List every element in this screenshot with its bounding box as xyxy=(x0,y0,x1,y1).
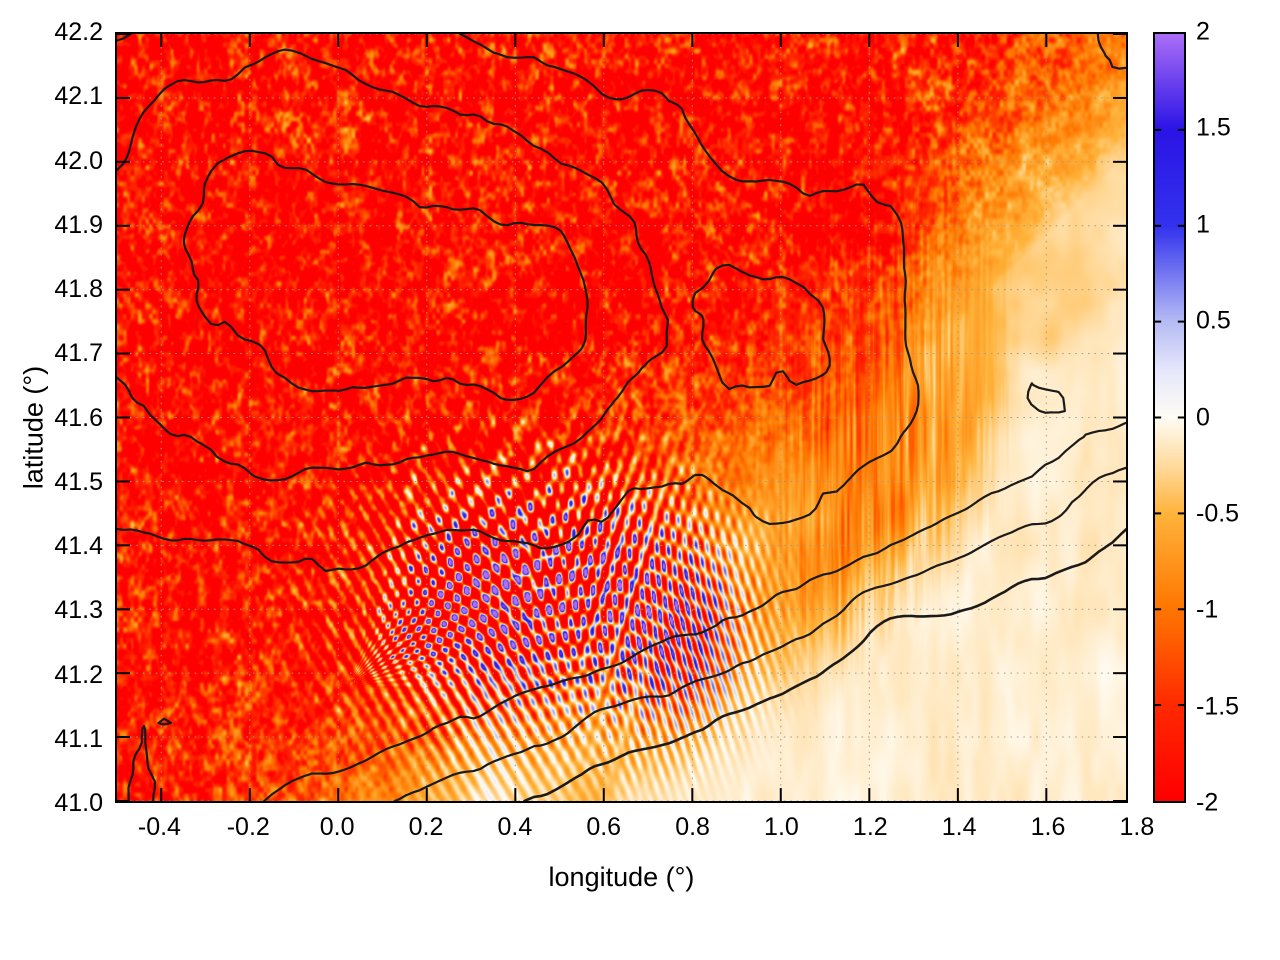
colorbar-tick-label: 1.5 xyxy=(1196,113,1231,142)
x-axis-title: longitude (°) xyxy=(548,862,695,892)
colorbar-tick-marks xyxy=(1155,128,1184,707)
x-tick-label: 1.4 xyxy=(941,813,977,841)
y-tick-label: 41.2 xyxy=(54,660,103,689)
y-tick-label: 42.1 xyxy=(54,82,103,111)
y-tick-label: 41.3 xyxy=(54,596,103,625)
y-tick-label: 41.1 xyxy=(54,724,103,753)
terrain-contour-overlay xyxy=(117,34,1126,801)
colorbar-tick-label: -1.5 xyxy=(1196,692,1240,721)
y-tick-label: 41.8 xyxy=(54,275,103,303)
contour-level xyxy=(117,48,831,482)
contour-level xyxy=(127,34,1126,801)
plot-area xyxy=(115,32,1128,803)
y-tick-label: 41.7 xyxy=(54,339,103,368)
x-tick-label: 0.6 xyxy=(586,813,622,841)
colorbar-tick-label: 0 xyxy=(1196,403,1210,431)
colorbar-tick-label: 1 xyxy=(1196,210,1210,239)
x-tick-label: 0.4 xyxy=(497,813,533,841)
x-tick-label: -0.2 xyxy=(226,813,270,841)
contour-level xyxy=(393,466,1126,801)
y-tick-label: 41.0 xyxy=(54,789,103,817)
colorbar-tick-label: -0.5 xyxy=(1196,499,1240,528)
y-axis-tick-labels: 41.0 41.1 41.2 41.3 41.4 41.5 41.6 41.7 41.8 41.9… xyxy=(0,0,103,960)
contour-level xyxy=(182,149,589,401)
colorbar-tick-label: 0.5 xyxy=(1196,306,1231,335)
colorbar-tick-label: -2 xyxy=(1196,788,1219,817)
y-tick-label: 41.6 xyxy=(54,403,103,432)
x-tick-label: 1.0 xyxy=(764,813,799,841)
colorbar xyxy=(1153,32,1186,803)
colorbar-tick-label: -1 xyxy=(1196,595,1219,624)
contour-level xyxy=(523,528,1126,801)
x-tick-label: 1.2 xyxy=(852,813,888,841)
y-tick-label: 41.9 xyxy=(54,210,103,239)
x-tick-label: 0.2 xyxy=(408,813,444,841)
y-tick-label: 41.5 xyxy=(54,467,103,496)
x-tick-label: 1.6 xyxy=(1030,813,1066,841)
y-tick-label: 42.0 xyxy=(54,146,103,175)
vertical-wind-speed-heatmap xyxy=(117,34,1126,801)
x-tick-label: 1.8 xyxy=(1119,813,1155,841)
x-tick-label: 0.8 xyxy=(675,813,710,841)
x-tick-label: 0.0 xyxy=(319,813,355,841)
contour-level xyxy=(117,34,920,573)
axis-tick-marks xyxy=(117,34,1126,801)
colorbar-tick-label: 2 xyxy=(1196,17,1210,46)
y-tick-label: 41.4 xyxy=(54,532,103,560)
x-tick-label: -0.4 xyxy=(137,813,181,841)
y-tick-label: 42.2 xyxy=(54,18,103,46)
